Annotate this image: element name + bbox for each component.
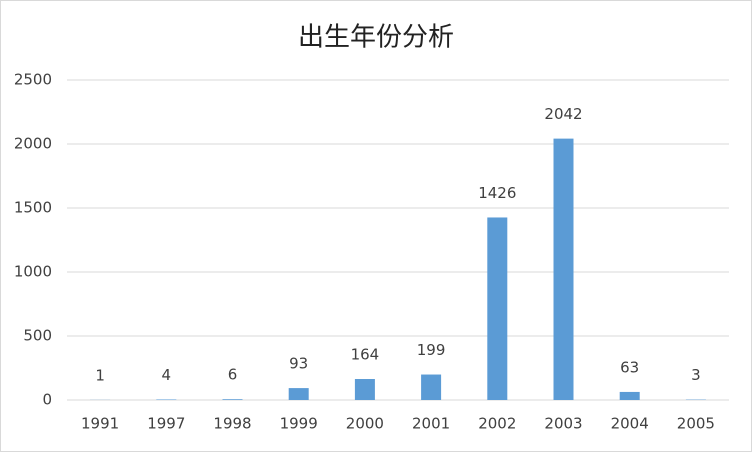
bar [156, 399, 177, 400]
bar [421, 374, 442, 400]
chart-title: 出生年份分析 [298, 23, 454, 53]
data-label: 4 [162, 366, 172, 384]
data-label: 6 [228, 366, 238, 384]
y-tick-label: 1500 [14, 199, 52, 217]
x-tick-label: 2004 [611, 415, 649, 433]
x-tick-label: 2000 [346, 415, 384, 433]
x-tick-label: 2001 [412, 415, 450, 433]
x-tick-label: 1991 [81, 415, 119, 433]
data-label: 63 [620, 358, 639, 376]
x-tick-label: 2002 [478, 415, 516, 433]
data-label: 1 [95, 366, 105, 384]
y-tick-label: 1000 [14, 263, 52, 281]
bar [288, 388, 309, 400]
data-label: 164 [351, 346, 380, 364]
y-tick-label: 2000 [14, 135, 52, 153]
data-label: 199 [417, 341, 446, 359]
x-tick-label: 1998 [213, 415, 251, 433]
y-tick-label: 2500 [14, 71, 52, 89]
x-tick-label: 1999 [280, 415, 318, 433]
data-label: 1426 [478, 184, 516, 202]
data-label: 93 [289, 355, 308, 373]
y-tick-label: 0 [42, 391, 52, 409]
bar [553, 138, 574, 400]
bar [222, 399, 243, 400]
y-tick-label: 500 [23, 327, 52, 345]
data-label: 3 [691, 366, 701, 384]
x-tick-label: 1997 [147, 415, 185, 433]
bar [619, 391, 640, 400]
bar [354, 379, 375, 400]
x-tick-label: 2005 [677, 415, 715, 433]
x-tick-label: 2003 [544, 415, 582, 433]
data-label: 2042 [544, 105, 582, 123]
bar [487, 217, 508, 400]
